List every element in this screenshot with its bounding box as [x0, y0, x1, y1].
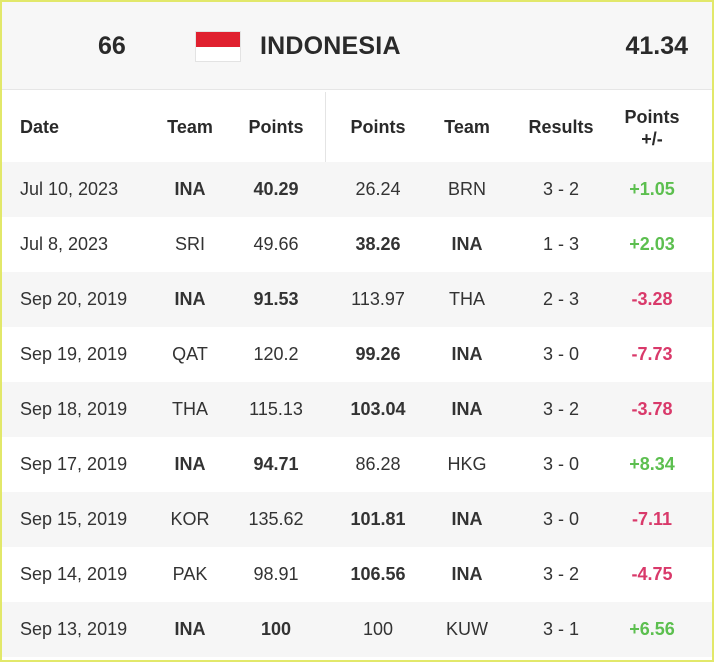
- team-code: SRI: [174, 234, 205, 254]
- opponent-points: 106.56: [350, 564, 406, 584]
- opponent-team-code: THA: [449, 289, 485, 309]
- opponent-team-code: BRN: [447, 179, 486, 199]
- match-result: 3 - 2: [542, 179, 580, 199]
- matches-table: Date Team Points Points Team Results Poi…: [2, 92, 712, 657]
- team-points: 94.71: [253, 454, 299, 474]
- team-code: QAT: [172, 344, 208, 364]
- team-rank: 66: [98, 32, 126, 60]
- column-header-points: Points: [248, 117, 304, 137]
- column-header-points-change: Points +/-: [614, 106, 690, 150]
- match-date: Sep 17, 2019: [20, 454, 128, 474]
- table-row: Sep 18, 2019 THA 115.13 103.04 INA 3 - 2 -3.78: [2, 382, 712, 437]
- opponent-team-code: INA: [451, 344, 483, 364]
- points-change: -3.28: [631, 289, 673, 309]
- opponent-points: 99.26: [355, 344, 401, 364]
- table-header: Date Team Points Points Team Results Poi…: [2, 92, 712, 162]
- table-row: Sep 15, 2019 KOR 135.62 101.81 INA 3 - 0 -7.11: [2, 492, 712, 547]
- team-points: 91.53: [253, 289, 299, 309]
- column-divider: [325, 92, 326, 162]
- points-change: -7.11: [631, 509, 673, 529]
- total-points: 41.34: [625, 32, 688, 60]
- team-code: INA: [174, 619, 206, 639]
- opponent-points: 101.81: [350, 509, 406, 529]
- table-row: Jul 8, 2023 SRI 49.66 38.26 INA 1 - 3 +2.03: [2, 217, 712, 272]
- team-points: 49.66: [253, 234, 299, 254]
- team-code: INA: [174, 289, 206, 309]
- table-body: Jul 10, 2023 INA 40.29 26.24 BRN 3 - 2 +1.05 Ju…: [2, 162, 712, 657]
- opponent-team-code: INA: [451, 564, 483, 584]
- points-change: +6.56: [629, 619, 675, 639]
- column-header-opponent-team: Team: [444, 117, 490, 137]
- opponent-points: 38.26: [355, 234, 401, 254]
- match-result: 2 - 3: [542, 289, 580, 309]
- table-row: Sep 14, 2019 PAK 98.91 106.56 INA 3 - 2 -4.75: [2, 547, 712, 602]
- opponent-points: 26.24: [355, 179, 401, 199]
- match-result: 3 - 0: [542, 454, 580, 474]
- points-change-label-line1: Points: [624, 107, 680, 127]
- indonesia-flag-icon: [195, 31, 241, 62]
- column-header-results: Results: [528, 117, 594, 137]
- table-row: Sep 20, 2019 INA 91.53 113.97 THA 2 - 3 -3.28: [2, 272, 712, 327]
- table-row: Sep 13, 2019 INA 100 100 KUW 3 - 1 +6.56: [2, 602, 712, 657]
- opponent-team-code: INA: [451, 509, 483, 529]
- match-result: 3 - 1: [542, 619, 580, 639]
- table-row: Sep 19, 2019 QAT 120.2 99.26 INA 3 - 0 -7.73: [2, 327, 712, 382]
- team-points: 120.2: [253, 344, 299, 364]
- match-date: Sep 14, 2019: [20, 564, 128, 584]
- opponent-team-code: INA: [451, 399, 483, 419]
- points-change: +1.05: [629, 179, 675, 199]
- match-date: Sep 13, 2019: [20, 619, 128, 639]
- opponent-team-code: INA: [451, 234, 483, 254]
- team-code: INA: [174, 454, 206, 474]
- points-change: +8.34: [629, 454, 675, 474]
- column-header-team: Team: [167, 117, 213, 137]
- team-points: 115.13: [249, 399, 303, 419]
- team-points: 100: [260, 619, 292, 639]
- column-header-date: Date: [20, 117, 60, 137]
- points-change-label-line2: +/-: [641, 129, 663, 149]
- match-date: Jul 8, 2023: [20, 234, 109, 254]
- team-points: 135.62: [248, 509, 304, 529]
- team-points: 98.91: [253, 564, 299, 584]
- opponent-points: 100: [362, 619, 394, 639]
- match-date: Sep 19, 2019: [20, 344, 128, 364]
- column-header-opponent-points: Points: [350, 117, 406, 137]
- table-row: Sep 17, 2019 INA 94.71 86.28 HKG 3 - 0 +8.34: [2, 437, 712, 492]
- match-result: 3 - 2: [542, 564, 580, 584]
- match-date: Jul 10, 2023: [20, 179, 119, 199]
- team-points: 40.29: [253, 179, 299, 199]
- match-result: 3 - 0: [542, 509, 580, 529]
- team-code: THA: [172, 399, 208, 419]
- opponent-points: 103.04: [350, 399, 406, 419]
- opponent-points: 86.28: [355, 454, 401, 474]
- match-date: Sep 20, 2019: [20, 289, 128, 309]
- match-date: Sep 15, 2019: [20, 509, 128, 529]
- table-row: Jul 10, 2023 INA 40.29 26.24 BRN 3 - 2 +1.05: [2, 162, 712, 217]
- match-result: 1 - 3: [542, 234, 580, 254]
- match-result: 3 - 0: [542, 344, 580, 364]
- match-date: Sep 18, 2019: [20, 399, 128, 419]
- match-result: 3 - 2: [542, 399, 580, 419]
- team-summary-header: 66 INDONESIA 41.34: [2, 2, 712, 90]
- team-code: PAK: [172, 564, 208, 584]
- country-name: INDONESIA: [260, 32, 401, 60]
- points-change: +2.03: [629, 234, 675, 254]
- team-code: KOR: [170, 509, 210, 529]
- opponent-team-code: KUW: [446, 619, 488, 639]
- points-change: -4.75: [631, 564, 673, 584]
- points-change: -7.73: [631, 344, 673, 364]
- opponent-team-code: HKG: [447, 454, 487, 474]
- team-code: INA: [174, 179, 206, 199]
- points-change: -3.78: [631, 399, 673, 419]
- opponent-points: 113.97: [351, 289, 405, 309]
